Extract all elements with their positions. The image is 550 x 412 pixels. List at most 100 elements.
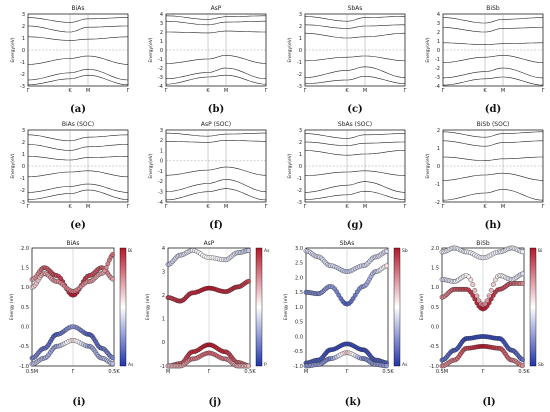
colorbar-bottom-label: As bbox=[402, 362, 408, 368]
band-line-c1 bbox=[443, 42, 543, 45]
band-marker-c2 bbox=[488, 287, 494, 293]
x-tick-label: Γ bbox=[442, 88, 445, 94]
band-marker-v2 bbox=[246, 363, 251, 369]
y-tick-label: -2 bbox=[158, 179, 163, 185]
band-marker-c2 bbox=[486, 293, 492, 299]
y-tick-label: -3 bbox=[20, 84, 25, 90]
band-line-v1 bbox=[165, 55, 267, 64]
y-tick-label: -1.0 bbox=[293, 364, 303, 370]
y-tick-label: 0.5 bbox=[295, 320, 303, 326]
y-tick-label: 1 bbox=[160, 148, 163, 154]
y-tick-label: 1 bbox=[22, 152, 25, 158]
band-marker-c1 bbox=[336, 292, 342, 298]
band-line-c1 bbox=[27, 156, 128, 161]
y-tick-label: 2.0 bbox=[21, 246, 29, 252]
y-tick-label: -2 bbox=[158, 66, 163, 72]
x-tick-label: Γ bbox=[442, 204, 445, 210]
x-tick-label: K bbox=[483, 204, 487, 210]
y-tick-label: -3 bbox=[435, 75, 440, 81]
y-tick-label: -1 bbox=[435, 182, 440, 188]
panel-caption: (g) bbox=[347, 220, 363, 231]
y-tick-label: -3 bbox=[297, 84, 302, 90]
band-line-c2 bbox=[442, 140, 543, 147]
band-line-v3 bbox=[165, 74, 267, 85]
colorbar bbox=[119, 247, 127, 367]
panel-title: AsP (SOC) bbox=[201, 121, 231, 128]
band-line-c2 bbox=[27, 25, 128, 33]
band-marker-v1 bbox=[520, 357, 525, 363]
y-tick-label: 0.0 bbox=[295, 334, 303, 340]
x-tick-label: 0.5K bbox=[382, 369, 394, 375]
band-line-c3 bbox=[165, 15, 266, 20]
band-line-c2 bbox=[442, 27, 543, 33]
y-tick-label: -1 bbox=[20, 176, 25, 182]
y-axis-label: Energy(eV) bbox=[148, 153, 154, 178]
plot-frame bbox=[165, 129, 267, 203]
band-line-v1 bbox=[442, 172, 544, 181]
y-tick-label: 0 bbox=[160, 159, 163, 165]
band-line-c1 bbox=[166, 140, 266, 143]
y-tick-label: -2 bbox=[20, 72, 25, 78]
y-tick-label: 3 bbox=[437, 21, 440, 27]
panel-title: BiAs (SOC) bbox=[62, 121, 94, 128]
y-tick-label: 4 bbox=[162, 246, 165, 252]
x-tick-label: Γ bbox=[72, 369, 75, 375]
band-marker-c2 bbox=[246, 248, 251, 253]
x-tick-label: 0.5K bbox=[244, 369, 256, 375]
band-line-v3 bbox=[304, 76, 406, 84]
panel-title: SbAs bbox=[348, 5, 363, 12]
colorbar-bottom-label: Sb bbox=[538, 362, 544, 368]
x-tick-label: Γ bbox=[346, 369, 349, 375]
band-marker-c2 bbox=[490, 282, 496, 287]
colorbar bbox=[255, 247, 263, 367]
colorbar-bottom-label: As bbox=[128, 362, 134, 368]
y-axis-label: Energy (eV) bbox=[145, 293, 151, 320]
x-tick-label: M bbox=[363, 88, 367, 94]
y-tick-label: 0.5 bbox=[431, 305, 439, 311]
band-marker-c1 bbox=[246, 278, 251, 284]
band-line-v3 bbox=[304, 190, 406, 200]
x-tick-label: Γ bbox=[265, 88, 268, 94]
panel-caption: (l) bbox=[482, 397, 495, 408]
y-tick-label: 0 bbox=[437, 164, 440, 170]
colorbar bbox=[529, 247, 537, 367]
y-tick-label: -3 bbox=[20, 200, 25, 206]
panel-title: SbAs (SOC) bbox=[338, 121, 372, 128]
y-tick-label: -1 bbox=[20, 60, 25, 66]
panel-l: 2.0 1.5 1.0 0.5 0.0 -0.5 -1.00.5M Γ 0.5K Energy (… bbox=[419, 240, 544, 375]
panel-title: BiAs bbox=[66, 240, 79, 247]
x-tick-label: M bbox=[86, 204, 90, 210]
band-line-c3 bbox=[442, 17, 543, 24]
band-marker-c2 bbox=[484, 298, 490, 304]
x-tick-label: M bbox=[501, 204, 505, 210]
x-tick-label: Γ bbox=[482, 369, 485, 375]
y-axis-label: Energy(eV) bbox=[425, 37, 431, 62]
band-line-c3 bbox=[304, 16, 405, 22]
y-tick-label: 2.0 bbox=[431, 246, 439, 252]
y-axis-label: Energy (eV) bbox=[283, 293, 289, 320]
y-tick-label: -1 bbox=[160, 364, 165, 370]
y-tick-label: 3 bbox=[299, 12, 302, 18]
y-axis-label: Energy(eV) bbox=[287, 153, 293, 178]
y-tick-label: -4 bbox=[435, 84, 440, 90]
x-tick-label: M bbox=[363, 204, 367, 210]
x-tick-label: Γ bbox=[27, 88, 30, 94]
y-tick-label: 1 bbox=[437, 146, 440, 152]
y-axis-label: Energy(eV) bbox=[287, 37, 293, 62]
x-tick-label: M bbox=[501, 88, 505, 94]
band-line-c2 bbox=[304, 24, 405, 29]
y-axis-label: Energy (eV) bbox=[419, 293, 425, 320]
band-line-v2 bbox=[304, 66, 406, 78]
y-tick-label: 3 bbox=[22, 12, 25, 18]
panel-caption: (h) bbox=[485, 220, 502, 231]
y-tick-label: 2.5 bbox=[295, 261, 303, 267]
x-tick-label: 0.5M bbox=[26, 369, 38, 375]
band-marker-c1 bbox=[110, 276, 115, 282]
band-line-c1 bbox=[304, 32, 406, 39]
colorbar-top-label: Bi bbox=[128, 248, 132, 254]
